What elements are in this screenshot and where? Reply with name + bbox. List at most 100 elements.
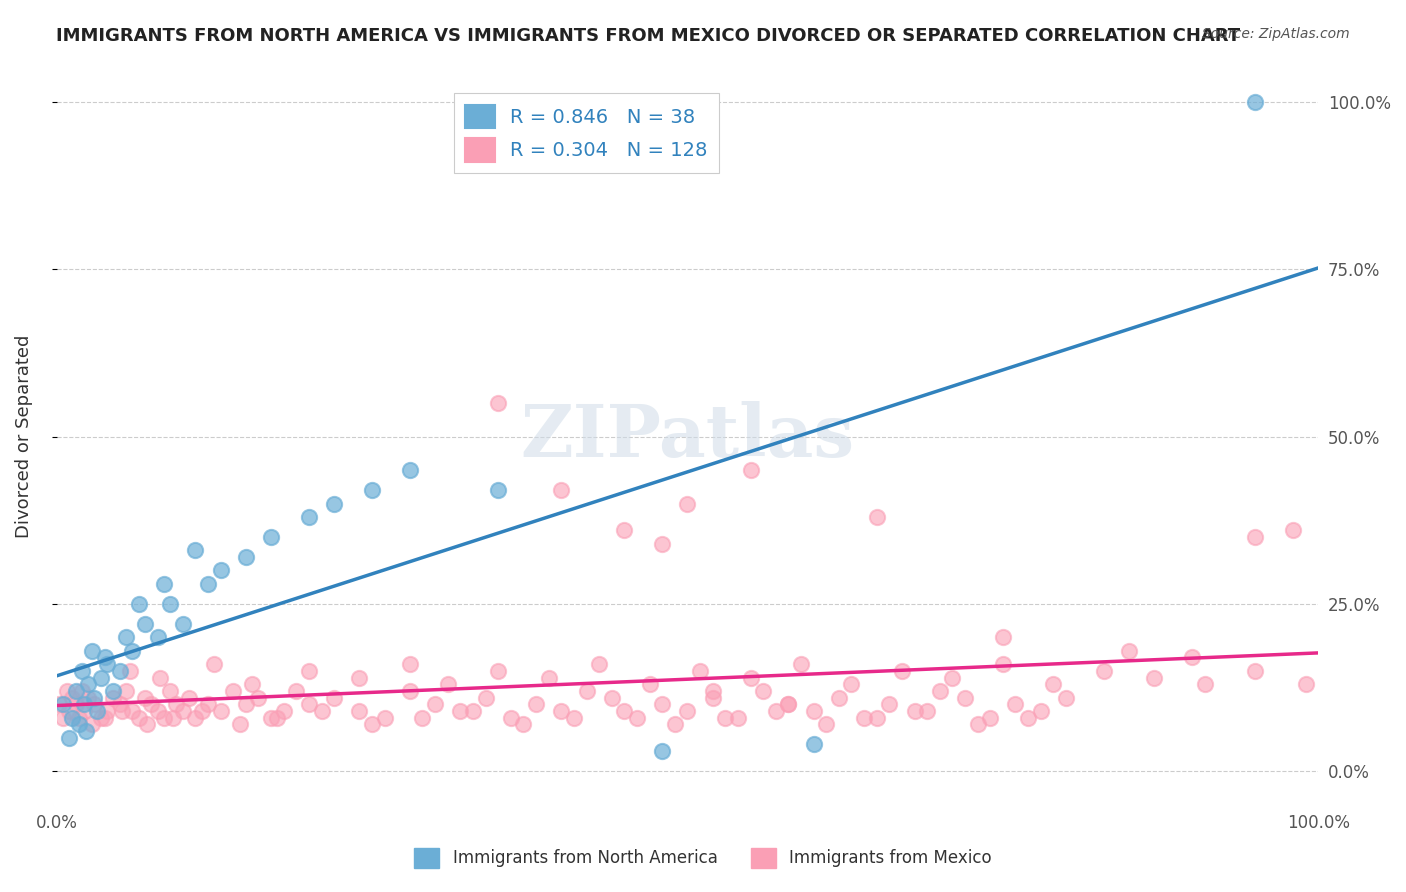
Point: [613, 704, 636, 718]
Point: [93, 711, 115, 725]
Point: [638, 677, 661, 691]
Point: [103, 690, 125, 705]
Point: [1054, 690, 1077, 705]
Point: [474, 690, 496, 705]
Point: [323, 496, 346, 510]
Point: [841, 677, 863, 691]
Point: [1282, 523, 1305, 537]
Point: [853, 711, 876, 725]
Point: [815, 717, 838, 731]
Point: [298, 664, 321, 678]
Point: [740, 671, 762, 685]
Point: [86, 704, 108, 718]
Point: [790, 657, 813, 672]
Point: [273, 704, 295, 718]
Point: [890, 664, 912, 678]
Point: [184, 711, 207, 725]
Point: [436, 677, 458, 691]
Point: [75, 724, 97, 739]
Point: [146, 704, 169, 718]
Point: [184, 543, 207, 558]
Point: [228, 717, 250, 731]
Legend: Immigrants from North America, Immigrants from Mexico: Immigrants from North America, Immigrant…: [408, 841, 998, 875]
Point: [60, 690, 83, 705]
Point: [202, 657, 225, 672]
Point: [48, 698, 70, 712]
Point: [702, 684, 724, 698]
Point: [121, 644, 143, 658]
Point: [172, 704, 194, 718]
Text: ZIPatlas: ZIPatlas: [520, 401, 855, 472]
Point: [600, 690, 623, 705]
Text: IMMIGRANTS FROM NORTH AMERICA VS IMMIGRANTS FROM MEXICO DIVORCED OR SEPARATED CO: IMMIGRANTS FROM NORTH AMERICA VS IMMIGRA…: [56, 27, 1240, 45]
Point: [67, 717, 90, 731]
Point: [613, 523, 636, 537]
Point: [80, 644, 103, 658]
Point: [524, 698, 547, 712]
Point: [65, 684, 87, 698]
Point: [953, 690, 976, 705]
Point: [159, 597, 181, 611]
Point: [399, 684, 422, 698]
Point: [1244, 95, 1267, 109]
Point: [209, 704, 232, 718]
Point: [966, 717, 988, 731]
Point: [58, 704, 80, 718]
Point: [323, 690, 346, 705]
Point: [134, 690, 156, 705]
Point: [90, 711, 112, 725]
Point: [991, 657, 1014, 672]
Point: [1042, 677, 1064, 691]
Point: [83, 690, 105, 705]
Point: [115, 684, 138, 698]
Point: [96, 704, 118, 718]
Point: [879, 698, 901, 712]
Point: [235, 698, 257, 712]
Point: [52, 698, 75, 712]
Point: [449, 704, 471, 718]
Point: [146, 631, 169, 645]
Point: [941, 671, 963, 685]
Point: [73, 704, 96, 718]
Point: [651, 537, 673, 551]
Point: [702, 690, 724, 705]
Point: [1181, 650, 1204, 665]
Point: [486, 483, 509, 497]
Point: [65, 698, 87, 712]
Point: [70, 664, 93, 678]
Point: [298, 698, 321, 712]
Point: [626, 711, 648, 725]
Point: [928, 684, 950, 698]
Point: [550, 704, 572, 718]
Point: [73, 698, 96, 712]
Point: [1194, 677, 1216, 691]
Point: [411, 711, 433, 725]
Point: [115, 631, 138, 645]
Point: [979, 711, 1001, 725]
Point: [349, 704, 371, 718]
Point: [118, 664, 141, 678]
Point: [361, 483, 384, 497]
Point: [537, 671, 560, 685]
Point: [67, 711, 90, 725]
Point: [512, 717, 534, 731]
Point: [285, 684, 308, 698]
Point: [121, 704, 143, 718]
Point: [111, 704, 134, 718]
Point: [96, 657, 118, 672]
Point: [740, 463, 762, 477]
Point: [149, 671, 172, 685]
Point: [166, 698, 188, 712]
Point: [486, 396, 509, 410]
Legend: R = 0.846   N = 38, R = 0.304   N = 128: R = 0.846 N = 38, R = 0.304 N = 128: [454, 93, 720, 173]
Point: [240, 677, 263, 691]
Point: [1029, 704, 1052, 718]
Point: [575, 684, 598, 698]
Point: [52, 711, 75, 725]
Point: [1244, 664, 1267, 678]
Point: [136, 717, 159, 731]
Point: [828, 690, 851, 705]
Point: [399, 463, 422, 477]
Point: [651, 698, 673, 712]
Point: [58, 731, 80, 745]
